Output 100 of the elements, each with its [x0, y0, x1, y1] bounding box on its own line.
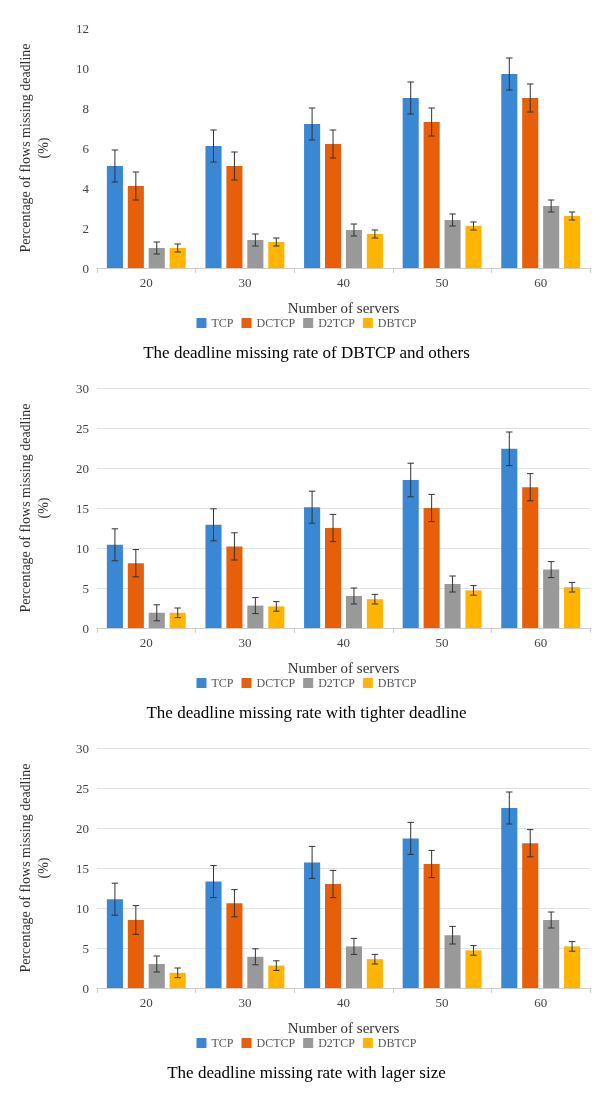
y-tick-label: 20 — [76, 820, 89, 836]
legend-label: TCP — [211, 1036, 234, 1050]
bar — [345, 230, 363, 268]
bar — [268, 606, 285, 628]
bar — [148, 248, 165, 268]
legend-label: D2TCP — [318, 316, 356, 330]
y-tick-label: 6 — [82, 140, 90, 156]
bar — [268, 965, 285, 988]
legend-label: DCTCP — [256, 1036, 296, 1050]
bar — [324, 528, 342, 628]
bar — [444, 584, 461, 628]
text: The deadline missing rate with lager size — [167, 1063, 446, 1082]
bar — [564, 587, 581, 628]
bar — [543, 569, 560, 628]
bar — [522, 98, 539, 268]
x-axis-title: Number of servers — [287, 299, 400, 316]
bar — [366, 599, 383, 628]
x-tick-label: 50 — [435, 995, 449, 1010]
y-tick-label: 20 — [76, 460, 89, 476]
bar — [522, 487, 539, 628]
x-tick-label: 40 — [337, 275, 350, 290]
bar — [169, 612, 186, 628]
bar — [226, 166, 243, 268]
y-tick-label: 12 — [76, 20, 89, 36]
x-axis-title: Number of servers — [287, 1019, 400, 1036]
x-tick-label: 20 — [139, 635, 153, 650]
x-tick-label: 50 — [435, 275, 449, 290]
legend-label: DCTCP — [256, 676, 296, 690]
y-tick-label: 5 — [82, 940, 89, 956]
y-tick-label: 15 — [76, 860, 89, 876]
legend-label: D2TCP — [318, 1036, 356, 1050]
bar — [366, 234, 383, 268]
bar — [304, 862, 321, 988]
bar — [402, 98, 419, 268]
x-tick-label: 40 — [337, 635, 350, 650]
bar — [127, 186, 144, 268]
bar — [247, 605, 264, 628]
legend-label: TCP — [211, 316, 234, 330]
y-tick-label: 10 — [76, 900, 89, 916]
y-axis-title: Percentage of flows missing deadline (%) — [17, 43, 52, 253]
y-tick-label: 4 — [82, 180, 90, 196]
bar — [324, 144, 342, 268]
bar — [444, 220, 461, 268]
bar — [345, 596, 363, 628]
bar — [127, 563, 144, 628]
y-tick-label: 15 — [76, 500, 89, 516]
y-axis-title: Percentage of flows missing deadline (%) — [17, 403, 52, 613]
bar — [423, 122, 440, 268]
y-tick-label: 0 — [82, 260, 89, 276]
bar — [501, 808, 518, 988]
x-tick-label: 20 — [139, 275, 153, 290]
y-tick-label: 2 — [82, 220, 89, 236]
x-axis-title: Number of servers — [287, 659, 400, 676]
bar — [423, 864, 440, 988]
legend-label: DBTCP — [377, 1036, 417, 1050]
bar — [169, 248, 186, 268]
x-tick-label: 30 — [238, 635, 252, 650]
bar — [501, 74, 518, 268]
bar — [465, 950, 482, 988]
y-tick-label: 0 — [82, 620, 89, 636]
bar — [522, 843, 539, 988]
x-tick-label: 60 — [534, 995, 548, 1010]
bar — [423, 508, 440, 628]
x-tick-label: 30 — [238, 275, 252, 290]
y-tick-label: 10 — [76, 540, 89, 556]
y-tick-label: 25 — [76, 420, 89, 436]
bar — [226, 903, 243, 988]
x-tick-label: 40 — [337, 995, 350, 1010]
y-tick-label: 5 — [82, 580, 89, 596]
x-tick-label: 60 — [534, 635, 548, 650]
bar — [106, 166, 123, 268]
bar — [226, 546, 243, 628]
y-tick-label: 8 — [82, 100, 89, 116]
bar — [148, 612, 165, 628]
bar — [324, 884, 342, 988]
bar — [247, 240, 264, 268]
legend-label: DBTCP — [377, 316, 417, 330]
bar — [127, 920, 144, 988]
bar — [444, 935, 461, 988]
bar — [106, 899, 123, 988]
bar — [465, 226, 482, 268]
x-tick-label: 20 — [139, 995, 153, 1010]
bar — [345, 946, 363, 988]
bar — [169, 972, 186, 988]
legend-label: DCTCP — [256, 316, 296, 330]
bar — [268, 242, 285, 268]
bar — [304, 124, 321, 268]
y-tick-label: 25 — [76, 780, 89, 796]
bar — [564, 946, 581, 988]
bar — [304, 507, 321, 628]
bar — [465, 590, 482, 628]
y-tick-label: 30 — [76, 740, 89, 756]
legend-label: D2TCP — [318, 676, 356, 690]
bar — [205, 881, 222, 988]
bar — [543, 920, 560, 988]
x-tick-label: 30 — [238, 995, 252, 1010]
x-tick-label: 60 — [534, 275, 548, 290]
bar — [205, 146, 222, 268]
bar — [247, 956, 264, 988]
y-tick-label: 10 — [76, 60, 89, 76]
